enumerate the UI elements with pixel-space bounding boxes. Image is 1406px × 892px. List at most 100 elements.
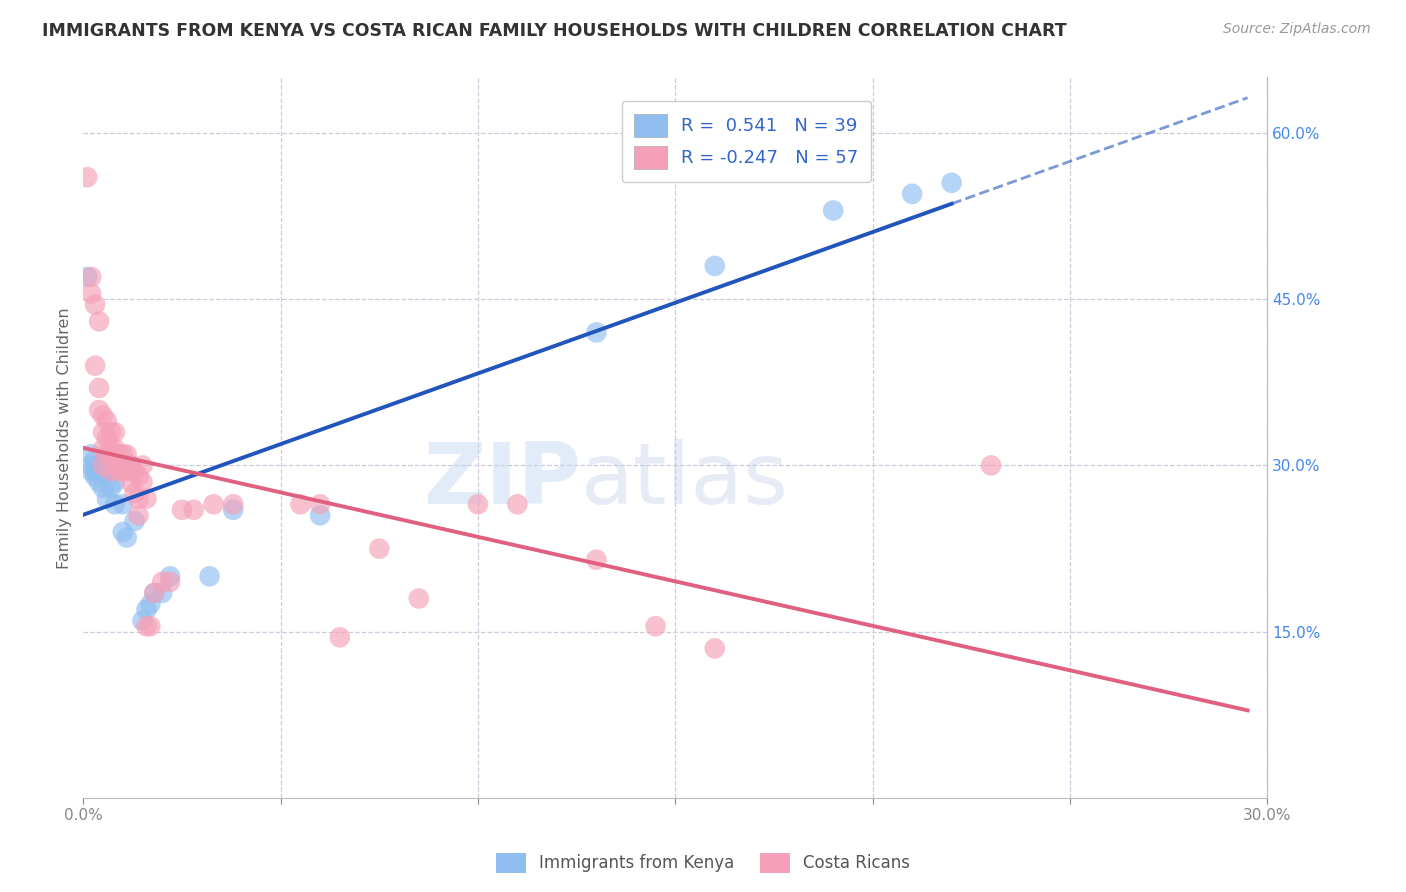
Point — [128, 491, 150, 506]
Point — [139, 619, 162, 633]
Point — [309, 508, 332, 523]
Point — [96, 414, 118, 428]
Text: Source: ZipAtlas.com: Source: ZipAtlas.com — [1223, 22, 1371, 37]
Point — [84, 464, 107, 478]
Point — [941, 176, 963, 190]
Point — [368, 541, 391, 556]
Point — [111, 497, 134, 511]
Point — [87, 458, 110, 473]
Point — [87, 314, 110, 328]
Point — [80, 447, 103, 461]
Point — [823, 203, 845, 218]
Point — [104, 475, 127, 489]
Point — [120, 475, 142, 489]
Point — [100, 425, 122, 440]
Point — [91, 464, 114, 478]
Point — [84, 453, 107, 467]
Point — [91, 425, 114, 440]
Point — [128, 508, 150, 523]
Point — [408, 591, 430, 606]
Point — [87, 475, 110, 489]
Point — [84, 298, 107, 312]
Text: atlas: atlas — [581, 440, 789, 523]
Point — [111, 447, 134, 461]
Point — [150, 586, 173, 600]
Point — [100, 481, 122, 495]
Point — [135, 602, 157, 616]
Point — [80, 286, 103, 301]
Point — [159, 574, 181, 589]
Point — [108, 447, 131, 461]
Point — [87, 403, 110, 417]
Point — [131, 614, 153, 628]
Point — [644, 619, 666, 633]
Point — [87, 464, 110, 478]
Point — [467, 497, 489, 511]
Point — [131, 475, 153, 489]
Point — [124, 486, 146, 500]
Point — [91, 442, 114, 456]
Point — [131, 458, 153, 473]
Point — [143, 586, 166, 600]
Point — [124, 464, 146, 478]
Text: IMMIGRANTS FROM KENYA VS COSTA RICAN FAMILY HOUSEHOLDS WITH CHILDREN CORRELATION: IMMIGRANTS FROM KENYA VS COSTA RICAN FAM… — [42, 22, 1067, 40]
Point — [202, 497, 225, 511]
Point — [96, 491, 118, 506]
Point — [96, 431, 118, 445]
Point — [96, 447, 118, 461]
Point — [980, 458, 1002, 473]
Legend: R =  0.541   N = 39, R = -0.247   N = 57: R = 0.541 N = 39, R = -0.247 N = 57 — [621, 101, 872, 182]
Point — [111, 464, 134, 478]
Point — [198, 569, 221, 583]
Point — [91, 458, 114, 473]
Point — [183, 503, 205, 517]
Point — [87, 381, 110, 395]
Point — [115, 447, 138, 461]
Point — [80, 458, 103, 473]
Point — [96, 464, 118, 478]
Point — [329, 630, 352, 644]
Point — [100, 464, 122, 478]
Point — [222, 497, 245, 511]
Point — [80, 270, 103, 285]
Point — [115, 531, 138, 545]
Point — [901, 186, 924, 201]
Point — [91, 409, 114, 423]
Point — [104, 442, 127, 456]
Point — [108, 464, 131, 478]
Text: ZIP: ZIP — [423, 440, 581, 523]
Point — [143, 586, 166, 600]
Point — [309, 497, 332, 511]
Point — [76, 270, 98, 285]
Point — [115, 464, 138, 478]
Point — [76, 170, 98, 185]
Point — [703, 641, 725, 656]
Point — [150, 574, 173, 589]
Point — [91, 481, 114, 495]
Point — [80, 464, 103, 478]
Point — [585, 552, 607, 566]
Point — [91, 458, 114, 473]
Point — [100, 464, 122, 478]
Point — [100, 442, 122, 456]
Point — [128, 469, 150, 483]
Point — [108, 458, 131, 473]
Point — [135, 619, 157, 633]
Point — [120, 458, 142, 473]
Point — [104, 425, 127, 440]
Point — [139, 597, 162, 611]
Point — [585, 326, 607, 340]
Point — [506, 497, 529, 511]
Point — [703, 259, 725, 273]
Point — [222, 503, 245, 517]
Point — [290, 497, 312, 511]
Point — [104, 497, 127, 511]
Point — [135, 491, 157, 506]
Point — [111, 524, 134, 539]
Y-axis label: Family Households with Children: Family Households with Children — [58, 307, 72, 568]
Point — [84, 359, 107, 373]
Point — [84, 469, 107, 483]
Point — [170, 503, 193, 517]
Point — [104, 458, 127, 473]
Point — [120, 458, 142, 473]
